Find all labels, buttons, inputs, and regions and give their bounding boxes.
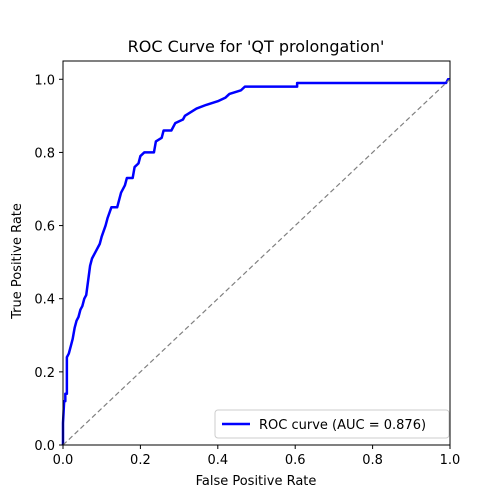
y-tick-label: 0.2 (34, 366, 55, 381)
y-tick-label: 0.6 (34, 220, 55, 235)
y-tick-label: 0.4 (34, 293, 55, 308)
chance-diagonal-line (62, 78, 451, 446)
legend-label: ROC curve (AUC = 0.876) (259, 418, 426, 433)
axis-ticks: 0.0 0.2 0.4 0.6 0.8 1.0 0.0 0.2 0.4 0.6 0.8 1.0 (34, 73, 460, 468)
x-tick-label: 0.0 (53, 453, 74, 468)
x-tick-label: 0.4 (207, 453, 228, 468)
legend: ROC curve (AUC = 0.876) (214, 409, 450, 439)
y-axis-label: True Positive Rate (10, 203, 25, 320)
x-axis-label: False Positive Rate (196, 474, 317, 489)
x-tick-label: 1.0 (440, 453, 461, 468)
y-tick-label: 0.8 (34, 146, 55, 161)
plot-area (61, 60, 451, 446)
legend-box (214, 409, 450, 439)
plot-frame (62, 60, 451, 446)
y-tick-label: 0.0 (34, 439, 55, 454)
x-tick-label: 0.2 (130, 453, 151, 468)
x-tick-label: 0.6 (285, 453, 306, 468)
chart-title: ROC Curve for 'QT prolongation' (128, 37, 385, 56)
y-tick-label: 1.0 (34, 73, 55, 88)
roc-curve-line (61, 78, 450, 445)
x-tick-label: 0.8 (362, 453, 383, 468)
